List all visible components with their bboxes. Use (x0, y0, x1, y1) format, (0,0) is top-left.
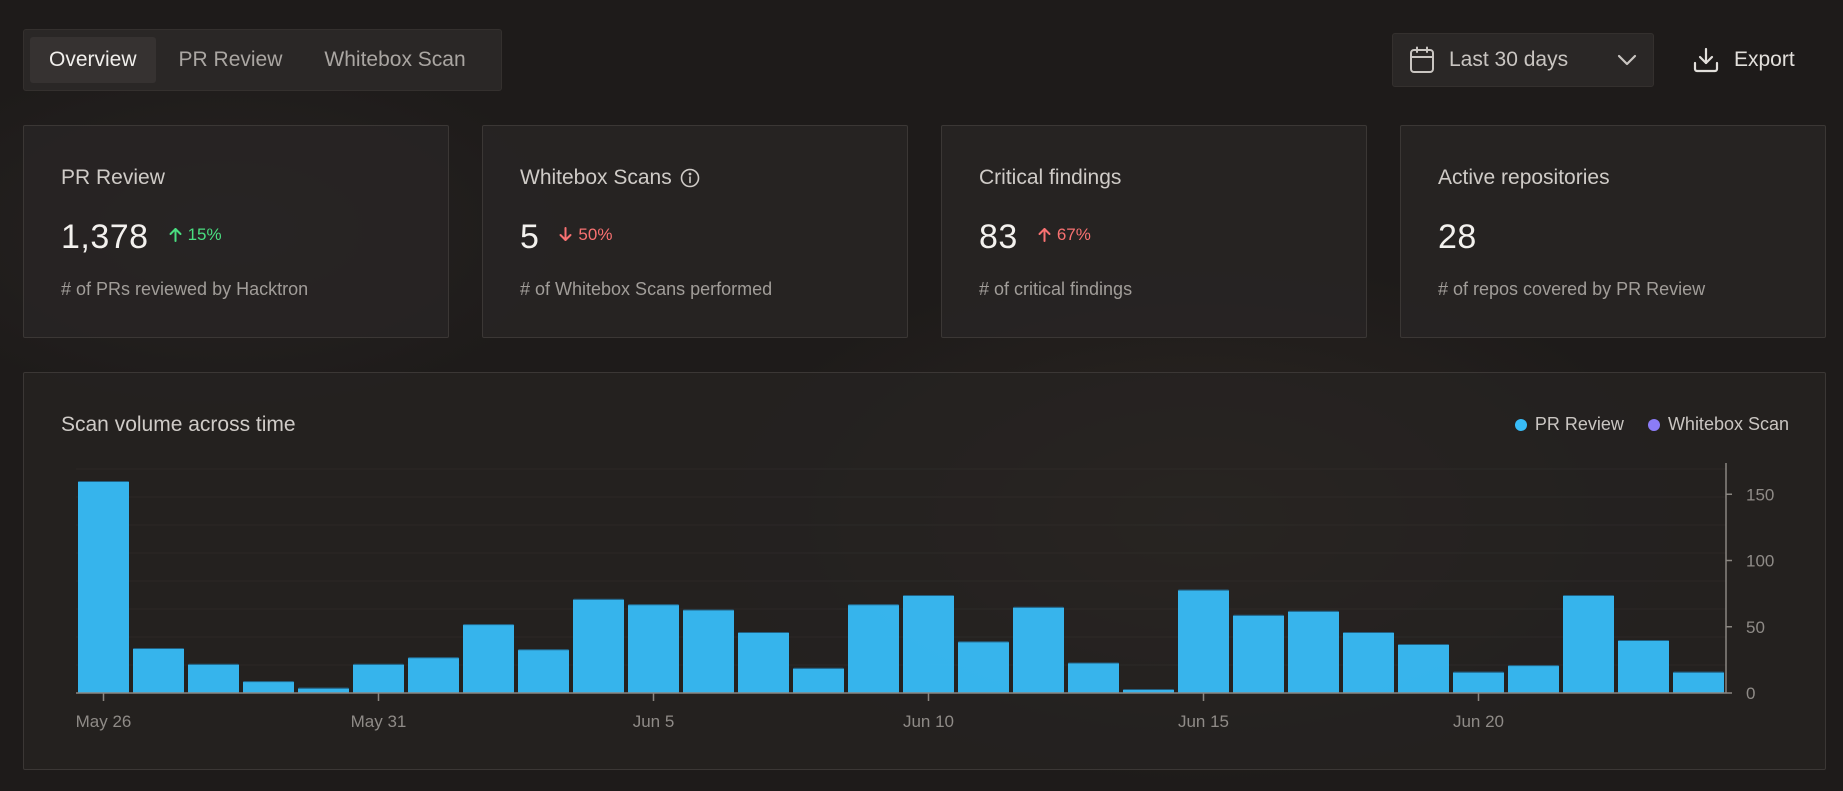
info-icon[interactable] (680, 168, 700, 188)
bar-pr-review (78, 481, 129, 693)
bar-pr-review (463, 624, 514, 693)
legend-swatch (1514, 418, 1527, 431)
x-tick-label: May 31 (351, 712, 407, 731)
bar-pr-review (1563, 594, 1614, 693)
arrow-up-icon (169, 227, 182, 242)
legend-label: Whitebox Scan (1667, 414, 1789, 434)
view-tabs: Overview PR Review Whitebox Scan (23, 29, 502, 91)
card-title: Whitebox Scans (520, 166, 700, 190)
delta-value: 50% (578, 224, 613, 244)
bar-pr-review (1618, 640, 1669, 693)
bar-pr-review (298, 687, 349, 693)
x-tick-label: Jun 10 (903, 712, 954, 731)
card-title: Active repositories (1438, 166, 1610, 190)
export-label: Export (1734, 48, 1795, 71)
delta-value: 67% (1056, 224, 1091, 244)
y-tick-label: 0 (1746, 684, 1755, 703)
date-range-select[interactable]: Last 30 days (1392, 33, 1654, 87)
card-title-text: Whitebox Scans (520, 166, 672, 189)
card-value-row: 5 50% (520, 218, 612, 257)
date-range-label: Last 30 days (1449, 48, 1569, 71)
legend-item-whitebox-scan[interactable]: Whitebox Scan (1647, 414, 1789, 435)
chart-legend: PR Review Whitebox Scan (1514, 414, 1789, 435)
bar-pr-review (738, 632, 789, 693)
y-tick-label: 100 (1746, 552, 1774, 571)
card-title-text: Active repositories (1438, 166, 1610, 189)
bar-pr-review (903, 594, 954, 693)
stat-card-whitebox-scans: Whitebox Scans 5 50% # of Whitebox Scans… (482, 125, 908, 338)
bar-pr-review (793, 667, 844, 693)
card-value: 5 (520, 218, 540, 256)
bar-pr-review (1288, 610, 1339, 693)
arrow-up-icon (1038, 227, 1051, 242)
arrow-down-icon (559, 227, 572, 242)
card-title-text: PR Review (61, 166, 165, 189)
card-description: # of Whitebox Scans performed (520, 279, 773, 299)
bar-pr-review (518, 649, 569, 693)
card-title: PR Review (61, 166, 165, 190)
card-value-row: 28 (1438, 218, 1477, 257)
x-tick-label: May 26 (76, 712, 132, 731)
bar-pr-review (683, 609, 734, 693)
bar-pr-review (848, 604, 899, 693)
y-tick-label: 150 (1746, 485, 1774, 504)
delta-badge: 15% (169, 225, 222, 245)
legend-item-pr-review[interactable]: PR Review (1514, 414, 1624, 435)
bar-pr-review (1233, 614, 1284, 693)
chevron-down-icon (1617, 54, 1637, 66)
card-title-text: Critical findings (979, 166, 1122, 189)
tab-pr-review[interactable]: PR Review (178, 48, 283, 71)
bar-pr-review (1673, 671, 1724, 693)
bar-pr-review (1013, 606, 1064, 693)
bar-pr-review (1068, 662, 1119, 693)
card-value-row: 1,378 15% (61, 218, 222, 257)
delta-badge: 67% (1038, 225, 1091, 245)
bar-pr-review (1398, 643, 1449, 693)
download-icon (1692, 46, 1720, 74)
card-title: Critical findings (979, 166, 1121, 190)
delta-badge: 50% (559, 225, 612, 245)
calendar-icon (1409, 46, 1435, 74)
card-value: 1,378 (61, 218, 149, 256)
bar-pr-review (1453, 671, 1504, 693)
legend-label: PR Review (1534, 414, 1624, 434)
y-tick-label: 50 (1746, 618, 1765, 637)
bar-pr-review (573, 598, 624, 693)
bar-pr-review (1508, 665, 1559, 693)
bar-pr-review (958, 641, 1009, 693)
stat-card-critical-findings: Critical findings 83 67% # of critical f… (941, 125, 1367, 338)
delta-value: 15% (187, 224, 222, 244)
scan-volume-chart-panel: Scan volume across time PR Review Whiteb… (23, 372, 1826, 770)
x-tick-label: Jun 5 (633, 712, 675, 731)
card-description: # of critical findings (979, 279, 1133, 299)
bar-pr-review (1343, 632, 1394, 693)
x-tick-label: Jun 15 (1178, 712, 1229, 731)
tab-overview[interactable]: Overview (30, 37, 156, 83)
bar-pr-review (628, 604, 679, 693)
export-button[interactable]: Export (1680, 33, 1820, 87)
chart-title: Scan volume across time (61, 413, 296, 436)
bar-pr-review (1178, 589, 1229, 693)
stat-card-active-repositories: Active repositories 28 # of repos covere… (1400, 125, 1826, 338)
card-value: 28 (1438, 218, 1477, 256)
bar-pr-review (243, 681, 294, 693)
bar-pr-review (133, 647, 184, 693)
bar-pr-review (408, 657, 459, 693)
card-value: 83 (979, 218, 1018, 256)
card-description: # of repos covered by PR Review (1438, 279, 1706, 299)
bar-pr-review (188, 663, 239, 693)
card-value-row: 83 67% (979, 218, 1091, 257)
scan-volume-bar-chart: 0 50 100 150 May 26 May 31 Jun 5 Jun 10 Jun 15 Ju… (76, 463, 1774, 731)
card-description: # of PRs reviewed by Hacktron (61, 279, 309, 299)
tab-whitebox-scan[interactable]: Whitebox Scan (324, 48, 466, 71)
x-tick-label: Jun 20 (1453, 712, 1504, 731)
stat-card-pr-review: PR Review 1,378 15% # of PRs reviewed by… (23, 125, 449, 338)
legend-swatch (1647, 418, 1660, 431)
bar-pr-review (353, 663, 404, 693)
